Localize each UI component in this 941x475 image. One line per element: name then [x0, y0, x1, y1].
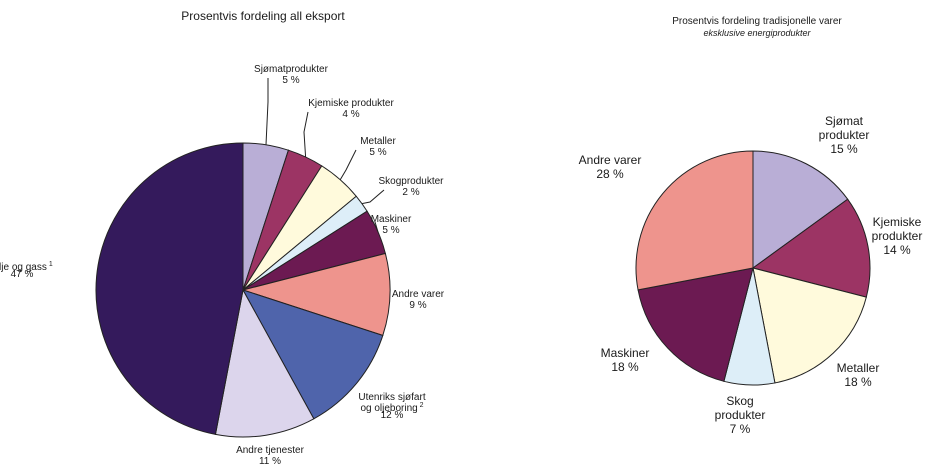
leader-line-sjomatprodukter	[265, 78, 269, 145]
slice-label-sjomat-produkter: Sjømat produkter 15 %	[819, 114, 870, 156]
pie-slice-metaller	[752, 267, 867, 384]
slice-label-utenriks-sjofart-og-oljeboring: Utenriks sjøfart og oljeboring 2 12 %	[358, 392, 425, 421]
slice-label-andre-varer: Andre varer 28 %	[579, 153, 642, 181]
pie-slice-andre-varer	[241, 252, 391, 337]
slice-value-metaller: 5 %	[369, 147, 386, 158]
slice-value-utenriks-sjofart-og-oljeboring: 12 %	[381, 410, 404, 421]
slice-value-andre-tjenester: 11 %	[259, 456, 281, 467]
footnote-marker: 1	[47, 261, 53, 268]
slice-value-metaller: 18 %	[844, 375, 872, 389]
slice-label-kjemiske-produkter: Kjemiske produkter 14 %	[872, 215, 923, 257]
chart-1-title: Prosentvis fordeling all eksport	[181, 9, 345, 23]
slice-label-andre-varer: Andre varer 9 %	[392, 289, 445, 311]
chart-2-labels: Sjømat produkter 15 % Kjemiske produkter 14 %…	[579, 114, 923, 436]
leader-line-metaller	[339, 149, 357, 180]
pie-slice-andre-varer	[635, 150, 754, 291]
leader-line-maskiner	[374, 221, 379, 232]
slice-value-sjomatprodukter: 5 %	[282, 75, 299, 86]
slice-label-kjemiske-produkter: Kjemiske produkter 4 %	[308, 98, 394, 120]
slice-value-kjemiske-produkter: 4 %	[342, 109, 359, 120]
slice-value-sjomat-produkter: 15 %	[830, 142, 858, 156]
slice-label-skog-produkter: Skog produkter 7 %	[715, 394, 766, 436]
pie-slice-utenriks-sjofart-og-oljeboring	[241, 289, 384, 420]
slice-label-maskiner: Maskiner 18 %	[601, 346, 650, 374]
slice-value-maskiner: 18 %	[611, 360, 639, 374]
slice-label-andre-tjenester: Andre tjenester 11 %	[236, 445, 304, 467]
slice-label-olje-og-gass: Olje og gass 147 %	[0, 261, 53, 280]
slice-value-andre-varer: 28 %	[596, 167, 624, 181]
leader-line-kjemiske-produkter	[303, 111, 309, 158]
chart-1-labels: Sjømatprodukter 5 % Kjemiske produkter 4 % M…	[0, 64, 445, 467]
slice-value-maskiner: 5 %	[382, 225, 399, 236]
slice-label-sjomatprodukter: Sjømatprodukter 5 %	[254, 64, 329, 86]
chart-2-pie	[635, 150, 871, 386]
pie-slice-olje-og-gass	[95, 142, 244, 435]
slice-value-andre-varer: 9 %	[409, 300, 426, 311]
chart-2-title: Prosentvis fordeling tradisjonelle varer	[672, 16, 842, 27]
slice-label-skogprodukter: Skogprodukter 2 %	[378, 176, 444, 198]
pie-slice-maskiner	[637, 267, 754, 382]
pie-slice-sjomat-produkter	[752, 150, 849, 269]
pie-slice-andre-tjenester	[214, 288, 315, 438]
slice-label-metaller: Metaller 18 %	[837, 361, 880, 389]
slice-value-skogprodukter: 2 %	[402, 187, 419, 198]
slice-value-kjemiske-produkter: 14 %	[883, 243, 911, 257]
slice-label-maskiner: Maskiner 5 %	[371, 214, 412, 236]
slice-value-skog-produkter: 7 %	[730, 422, 751, 436]
slice-label-metaller: Metaller 5 %	[360, 136, 396, 158]
slice-value-olje-og-gass: 47 %	[11, 269, 34, 280]
footnote-marker: 2	[418, 402, 424, 409]
pie-slice-kjemiske-produkter	[751, 198, 871, 298]
chart-2-subtitle: eksklusive energiprodukter	[703, 28, 811, 38]
chart-1-pie	[95, 142, 391, 438]
leader-line-skogprodukter	[361, 189, 385, 205]
